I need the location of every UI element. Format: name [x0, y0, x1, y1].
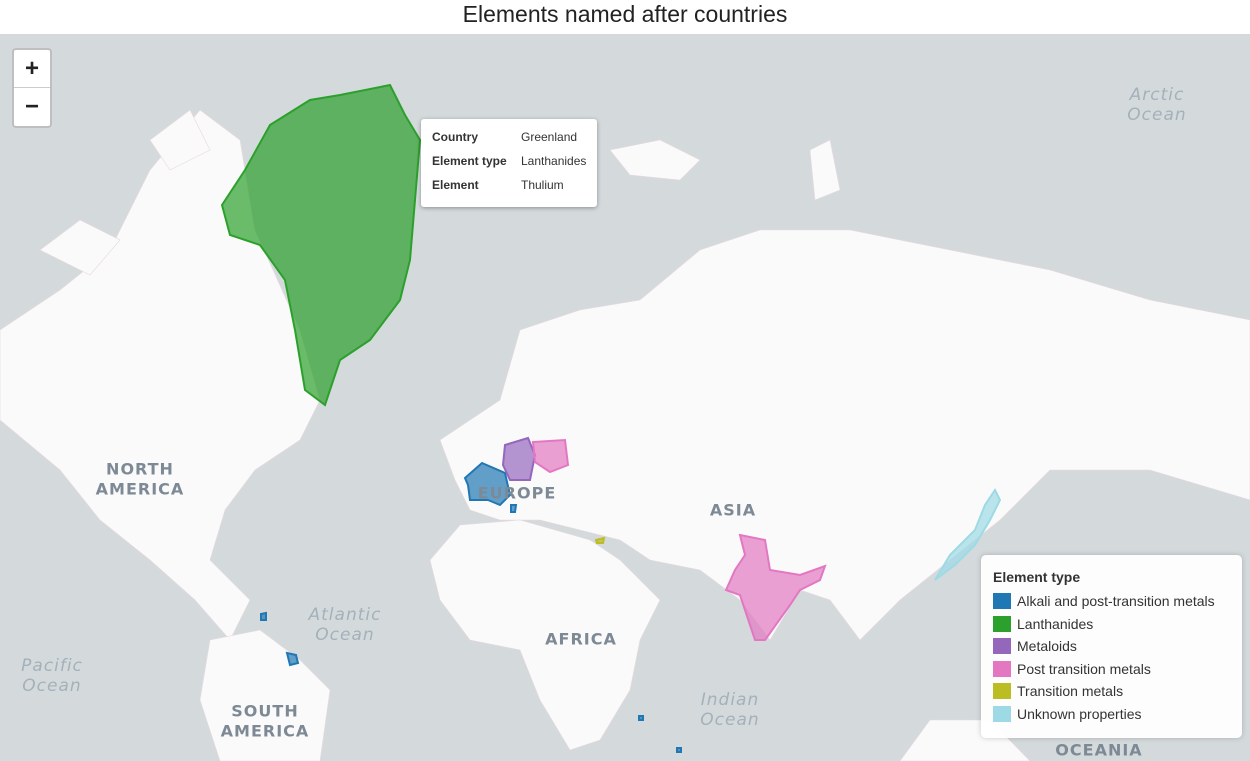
legend-item: Unknown properties — [993, 705, 1142, 723]
land — [0, 109, 1250, 761]
legend-label: Metaloids — [1017, 638, 1077, 655]
country[interactable] — [220, 83, 422, 407]
legend-swatch — [993, 615, 1011, 632]
legend-item: Transition metals — [993, 682, 1123, 700]
ocean-label: Pacific — [21, 656, 83, 676]
legend-label: Alkali and post-transition metals — [1017, 593, 1215, 609]
ocean-label: Ocean — [315, 625, 374, 645]
legend-swatch — [993, 706, 1011, 722]
ocean-label: Ocean — [22, 676, 81, 696]
ocean-label: Indian — [701, 690, 760, 710]
tooltip-value: Greenland — [521, 130, 578, 144]
country[interactable] — [463, 461, 512, 507]
legend-swatch — [993, 638, 1011, 655]
tooltip-row: Element Thulium — [432, 178, 564, 192]
continent-label: ASIA — [710, 501, 756, 520]
zoom-out[interactable]: − — [24, 93, 39, 120]
tooltip-row: Element type Lanthanides — [432, 154, 586, 168]
legend-swatch — [993, 683, 1011, 700]
tooltip-row: Country Greenland — [432, 130, 577, 144]
continent-label: EUROPE — [478, 484, 557, 503]
legend-label: Post transition metals — [1017, 660, 1151, 677]
ocean-label: Atlantic — [308, 605, 382, 625]
legend-swatch — [993, 593, 1011, 609]
legend-label: Unknown properties — [1017, 706, 1142, 722]
tooltip-value: Lanthanides — [521, 154, 587, 168]
country[interactable] — [724, 533, 827, 641]
legend-title: Element type — [993, 569, 1081, 585]
continent-label: AMERICA — [221, 722, 310, 741]
zoom-in[interactable]: + — [14, 50, 50, 88]
country[interactable] — [934, 488, 1002, 581]
countries — [220, 83, 1002, 753]
legend-item: Lanthanides — [993, 615, 1093, 633]
country[interactable] — [638, 715, 644, 721]
legend: Element type Alkali and post-transition … — [981, 555, 1242, 738]
tooltip: Country Greenland Element type Lanthanides E… — [421, 119, 597, 207]
zoom-control: + − — [12, 48, 52, 128]
country[interactable] — [676, 747, 682, 753]
tooltip-key: Country — [432, 130, 478, 144]
legend-label: Transition metals — [1017, 683, 1124, 700]
country[interactable] — [285, 651, 300, 667]
country[interactable] — [594, 536, 606, 544]
continent-label: SOUTH — [231, 702, 298, 721]
continent-label: NORTH — [106, 460, 174, 479]
ocean-label: Ocean — [700, 710, 759, 730]
map-title: Elements named after countries — [462, 1, 788, 27]
tooltip-value: Thulium — [521, 178, 564, 192]
ocean-label: Arctic — [1129, 85, 1185, 105]
continent-label: AFRICA — [545, 630, 617, 649]
country[interactable] — [510, 504, 518, 513]
legend-label: Lanthanides — [1017, 615, 1094, 632]
tooltip-key: Element type — [432, 154, 507, 168]
legend-swatch — [993, 660, 1011, 677]
country[interactable] — [501, 436, 537, 481]
country[interactable] — [531, 438, 570, 474]
legend-item: Post transition metals — [993, 660, 1151, 678]
legend-item: Alkali and post-transition metals — [993, 592, 1215, 610]
continent-label: AMERICA — [96, 480, 185, 499]
ocean-label: Ocean — [1127, 105, 1186, 125]
continent-label: OCEANIA — [1055, 741, 1142, 760]
country[interactable] — [260, 611, 267, 621]
tooltip-key: Element — [432, 178, 479, 192]
legend-item: Metaloids — [993, 637, 1077, 655]
